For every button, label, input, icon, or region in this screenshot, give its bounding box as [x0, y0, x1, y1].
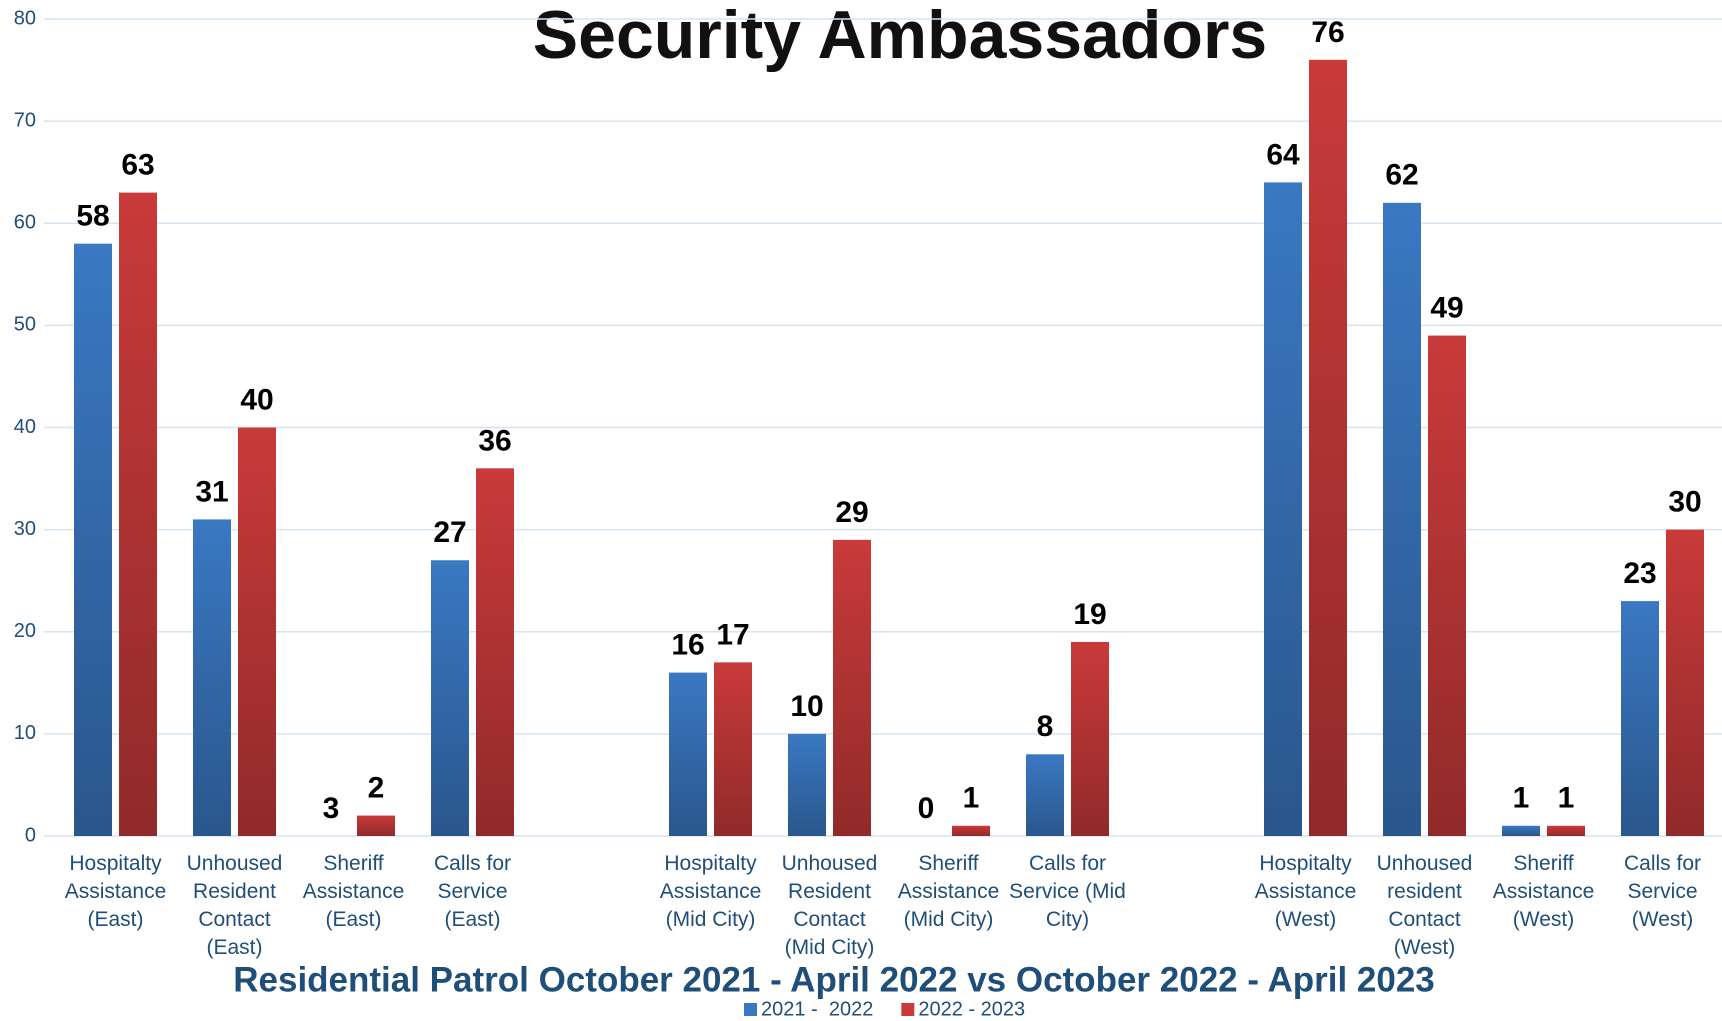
- data-label: 64: [1266, 138, 1300, 171]
- x-tick-label: Calls for Service (West): [1623, 852, 1702, 931]
- data-label: 1: [1513, 782, 1530, 815]
- y-tick-label: 60: [14, 212, 36, 234]
- bar-shade: [193, 519, 231, 836]
- data-label: 30: [1668, 486, 1701, 519]
- bar-shade: [1621, 601, 1659, 836]
- x-tick-label: Sheriff Assistance (East): [302, 852, 405, 931]
- bar-shade: [714, 662, 752, 836]
- y-tick-label: 40: [14, 416, 36, 438]
- data-label: 1: [963, 782, 980, 815]
- data-label: 76: [1311, 16, 1344, 49]
- y-tick-label: 30: [14, 518, 36, 540]
- data-label: 3: [323, 792, 340, 825]
- bar-shade: [1502, 825, 1540, 836]
- data-label: 23: [1623, 557, 1656, 590]
- bar-shade: [119, 192, 157, 837]
- bar-shade: [1309, 59, 1347, 837]
- data-label: 29: [835, 496, 868, 529]
- bar-shade: [1666, 529, 1704, 836]
- data-label: 17: [716, 618, 749, 651]
- bar-shade: [476, 468, 514, 836]
- data-label: 36: [478, 424, 511, 457]
- y-tick-label: 20: [14, 620, 36, 642]
- chart-title: Security Ambassadors: [533, 0, 1267, 73]
- x-tick-label: Unhoused resident Contact (West): [1376, 852, 1473, 959]
- data-label: 49: [1430, 292, 1463, 325]
- bar-shade: [1264, 182, 1302, 836]
- bar-shade: [833, 539, 871, 836]
- data-label: 19: [1073, 598, 1106, 631]
- data-label: 0: [918, 792, 935, 825]
- data-label: 1: [1558, 782, 1575, 815]
- x-tick-label: Hospitalty Assistance (Mid City): [659, 852, 762, 931]
- y-tick-label: 10: [14, 722, 36, 744]
- bar-shade: [1428, 335, 1466, 836]
- bar-shade: [74, 243, 112, 837]
- data-label: 62: [1385, 159, 1418, 192]
- data-label: 16: [671, 629, 704, 662]
- x-tick-label: Calls for Service (Mid City): [1009, 852, 1126, 931]
- data-label: 31: [195, 475, 228, 508]
- x-tick-label: Unhoused Resident Contact (Mid City): [781, 852, 878, 959]
- bar-shade: [1383, 202, 1421, 836]
- bar-shade: [1026, 754, 1064, 836]
- x-tick-label: Sheriff Assistance (Mid City): [897, 852, 1000, 931]
- bar-shade: [431, 560, 469, 836]
- data-label: 58: [76, 200, 109, 233]
- data-label: 27: [433, 516, 466, 549]
- legend-label: 2021 - 2022: [761, 998, 873, 1020]
- x-tick-label: Unhoused Resident Contact (East): [186, 852, 283, 959]
- x-axis-title: Residential Patrol October 2021 - April …: [233, 960, 1435, 999]
- bar-shade: [669, 672, 707, 836]
- x-tick-label: Sheriff Assistance (West): [1492, 852, 1595, 931]
- x-tick-label: Hospitalty Assistance (West): [1254, 852, 1357, 931]
- data-label: 10: [790, 690, 823, 723]
- data-label: 63: [121, 149, 154, 182]
- bar-shade: [788, 733, 826, 836]
- bar-shade: [1547, 825, 1585, 836]
- data-label: 40: [240, 383, 273, 416]
- bar-shade: [1071, 641, 1109, 836]
- y-tick-label: 70: [14, 109, 36, 131]
- y-tick-label: 50: [14, 314, 36, 336]
- legend-swatch: [744, 1003, 757, 1016]
- bar-shade: [238, 427, 276, 836]
- data-label: 8: [1037, 710, 1054, 743]
- y-tick-label: 0: [25, 824, 36, 846]
- bar-shade: [357, 815, 395, 836]
- data-label: 2: [368, 771, 385, 804]
- y-tick-label: 80: [14, 7, 36, 29]
- legend-swatch: [901, 1003, 915, 1016]
- legend-label: 2022 - 2023: [918, 998, 1025, 1020]
- bar-shade: [952, 825, 990, 836]
- x-tick-label: Hospitalty Assistance (East): [64, 852, 167, 931]
- x-tick-label: Calls for Service (East): [433, 852, 512, 931]
